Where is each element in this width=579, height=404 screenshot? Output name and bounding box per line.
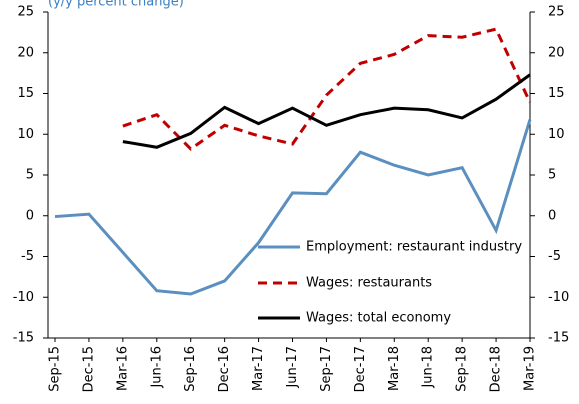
y-tick-label: 10	[17, 127, 34, 142]
x-tick-label: Jun-17	[285, 346, 300, 389]
x-tick-label: Dec-15	[81, 346, 96, 392]
y2-tick-label: 0	[548, 208, 556, 223]
x-tick-label: Sep-15	[48, 346, 63, 392]
x-tick-label: Jun-18	[421, 346, 436, 389]
x-tick-label: Mar-17	[251, 346, 266, 391]
data-line	[122, 27, 532, 151]
x-tick-label: Dec-18	[489, 346, 504, 392]
legend-label: Wages: total economy	[306, 311, 451, 326]
y-tick-label: 5	[26, 168, 34, 183]
data-line	[122, 73, 531, 149]
x-tick-label: Mar-16	[115, 346, 130, 391]
y2-tick-label: 10	[548, 127, 565, 142]
x-tick-label: Dec-17	[353, 346, 368, 392]
y-tick-label: 15	[17, 86, 34, 101]
y2-tick-label: 5	[548, 168, 556, 183]
x-tick-label: Sep-16	[183, 346, 198, 392]
legend-label: Wages: restaurants	[306, 276, 432, 291]
data-line	[54, 119, 532, 296]
x-tick-label: Jun-16	[149, 346, 164, 389]
y2-tick-label: 15	[548, 86, 565, 101]
y2-tick-label: 25	[548, 5, 565, 20]
legend-label: Employment: restaurant industry	[306, 240, 522, 255]
y2-tick-label: -5	[548, 249, 561, 264]
y2-tick-label: -10	[548, 290, 569, 305]
y-tick-label: 25	[17, 5, 34, 20]
y2-tick-label: 20	[548, 45, 565, 60]
x-tick-label: Mar-18	[387, 346, 402, 391]
y-tick-label: -15	[13, 331, 34, 346]
x-tick-label: Mar-19	[523, 346, 538, 391]
x-tick-label: Sep-17	[319, 346, 334, 392]
x-tick-label: Dec-16	[217, 346, 232, 392]
y-tick-label: -10	[13, 290, 34, 305]
y-tick-label: 20	[17, 45, 34, 60]
y-tick-label: 0	[26, 208, 34, 223]
y2-tick-label: -15	[548, 331, 569, 346]
chart-subtitle: (y/y percent change)	[48, 0, 184, 10]
x-tick-label: Sep-18	[455, 346, 470, 392]
y-tick-label: -5	[21, 249, 34, 264]
